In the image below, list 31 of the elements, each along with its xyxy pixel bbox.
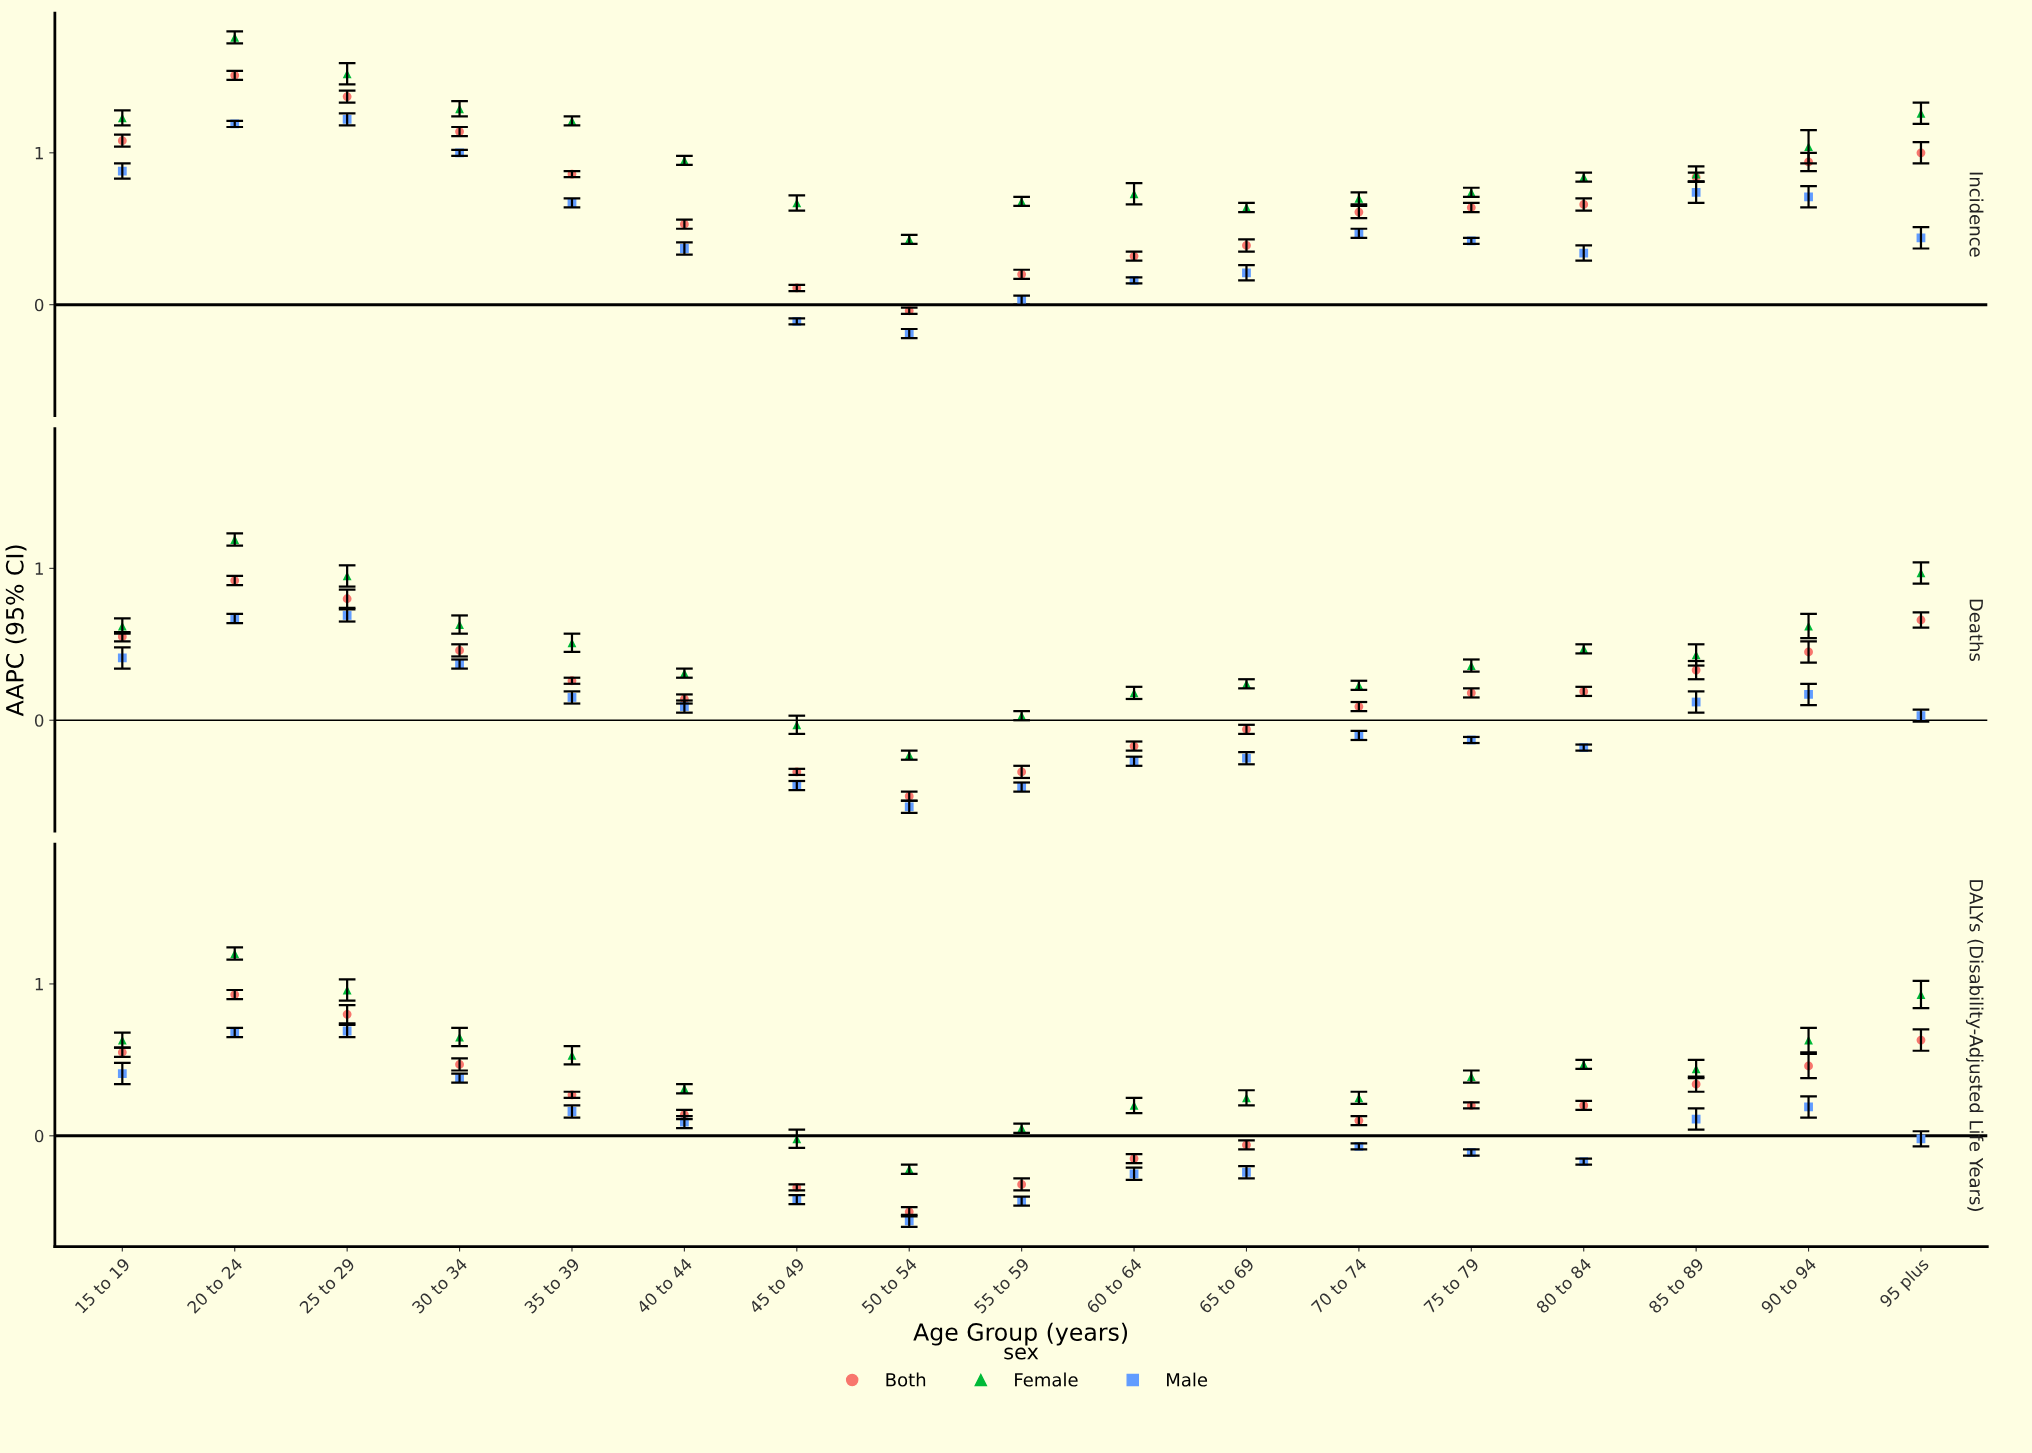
y-tick-label: 0 xyxy=(34,714,44,727)
x-tick-label: 65 to 69 xyxy=(1198,1257,1255,1315)
legend-label: Male xyxy=(1167,1372,1208,1387)
text: Incidence xyxy=(1969,172,1984,257)
x-tick-label: 70 to 74 xyxy=(1310,1257,1368,1314)
x-tick-label: 60 to 64 xyxy=(1085,1257,1143,1315)
x-tick-label: 35 to 39 xyxy=(523,1257,581,1314)
y-tick-label: 0 xyxy=(34,298,44,312)
y-axis-title: AAPC (95% CI) xyxy=(5,545,27,717)
x-tick-label: 15 to 19 xyxy=(74,1257,131,1314)
x-tick-label: 25 to 29 xyxy=(298,1257,356,1314)
x-tick-label: 75 to 79 xyxy=(1423,1257,1480,1314)
legend-label: Female xyxy=(1015,1372,1078,1387)
y-tick-label: 0 xyxy=(34,1129,44,1143)
y-tick-label: 1 xyxy=(35,562,43,575)
x-tick-label: 20 to 24 xyxy=(186,1257,244,1314)
x-tick-label: 50 to 54 xyxy=(861,1257,918,1314)
x-tick-label: 40 to 44 xyxy=(635,1257,693,1315)
text: DALYs (Disability-Adjusted Life Years) xyxy=(1965,880,1984,1211)
y-tick-label: 1 xyxy=(35,978,43,991)
x-tick-label: 55 to 59 xyxy=(973,1257,1030,1314)
x-tick-label: 85 to 89 xyxy=(1647,1257,1705,1315)
x-tick-label: 30 to 34 xyxy=(411,1257,469,1314)
x-axis-title: Age Group (years) xyxy=(913,1322,1128,1346)
legend-label: Both xyxy=(886,1372,926,1387)
y-tick-label: 1 xyxy=(35,146,43,160)
x-tick-label: 90 to 94 xyxy=(1760,1257,1818,1315)
x-tick-label: 80 to 84 xyxy=(1535,1257,1593,1315)
x-tick-label: 45 to 49 xyxy=(748,1257,806,1315)
text: Deaths xyxy=(1969,599,1984,661)
legend-title: sex xyxy=(1004,1347,1039,1360)
